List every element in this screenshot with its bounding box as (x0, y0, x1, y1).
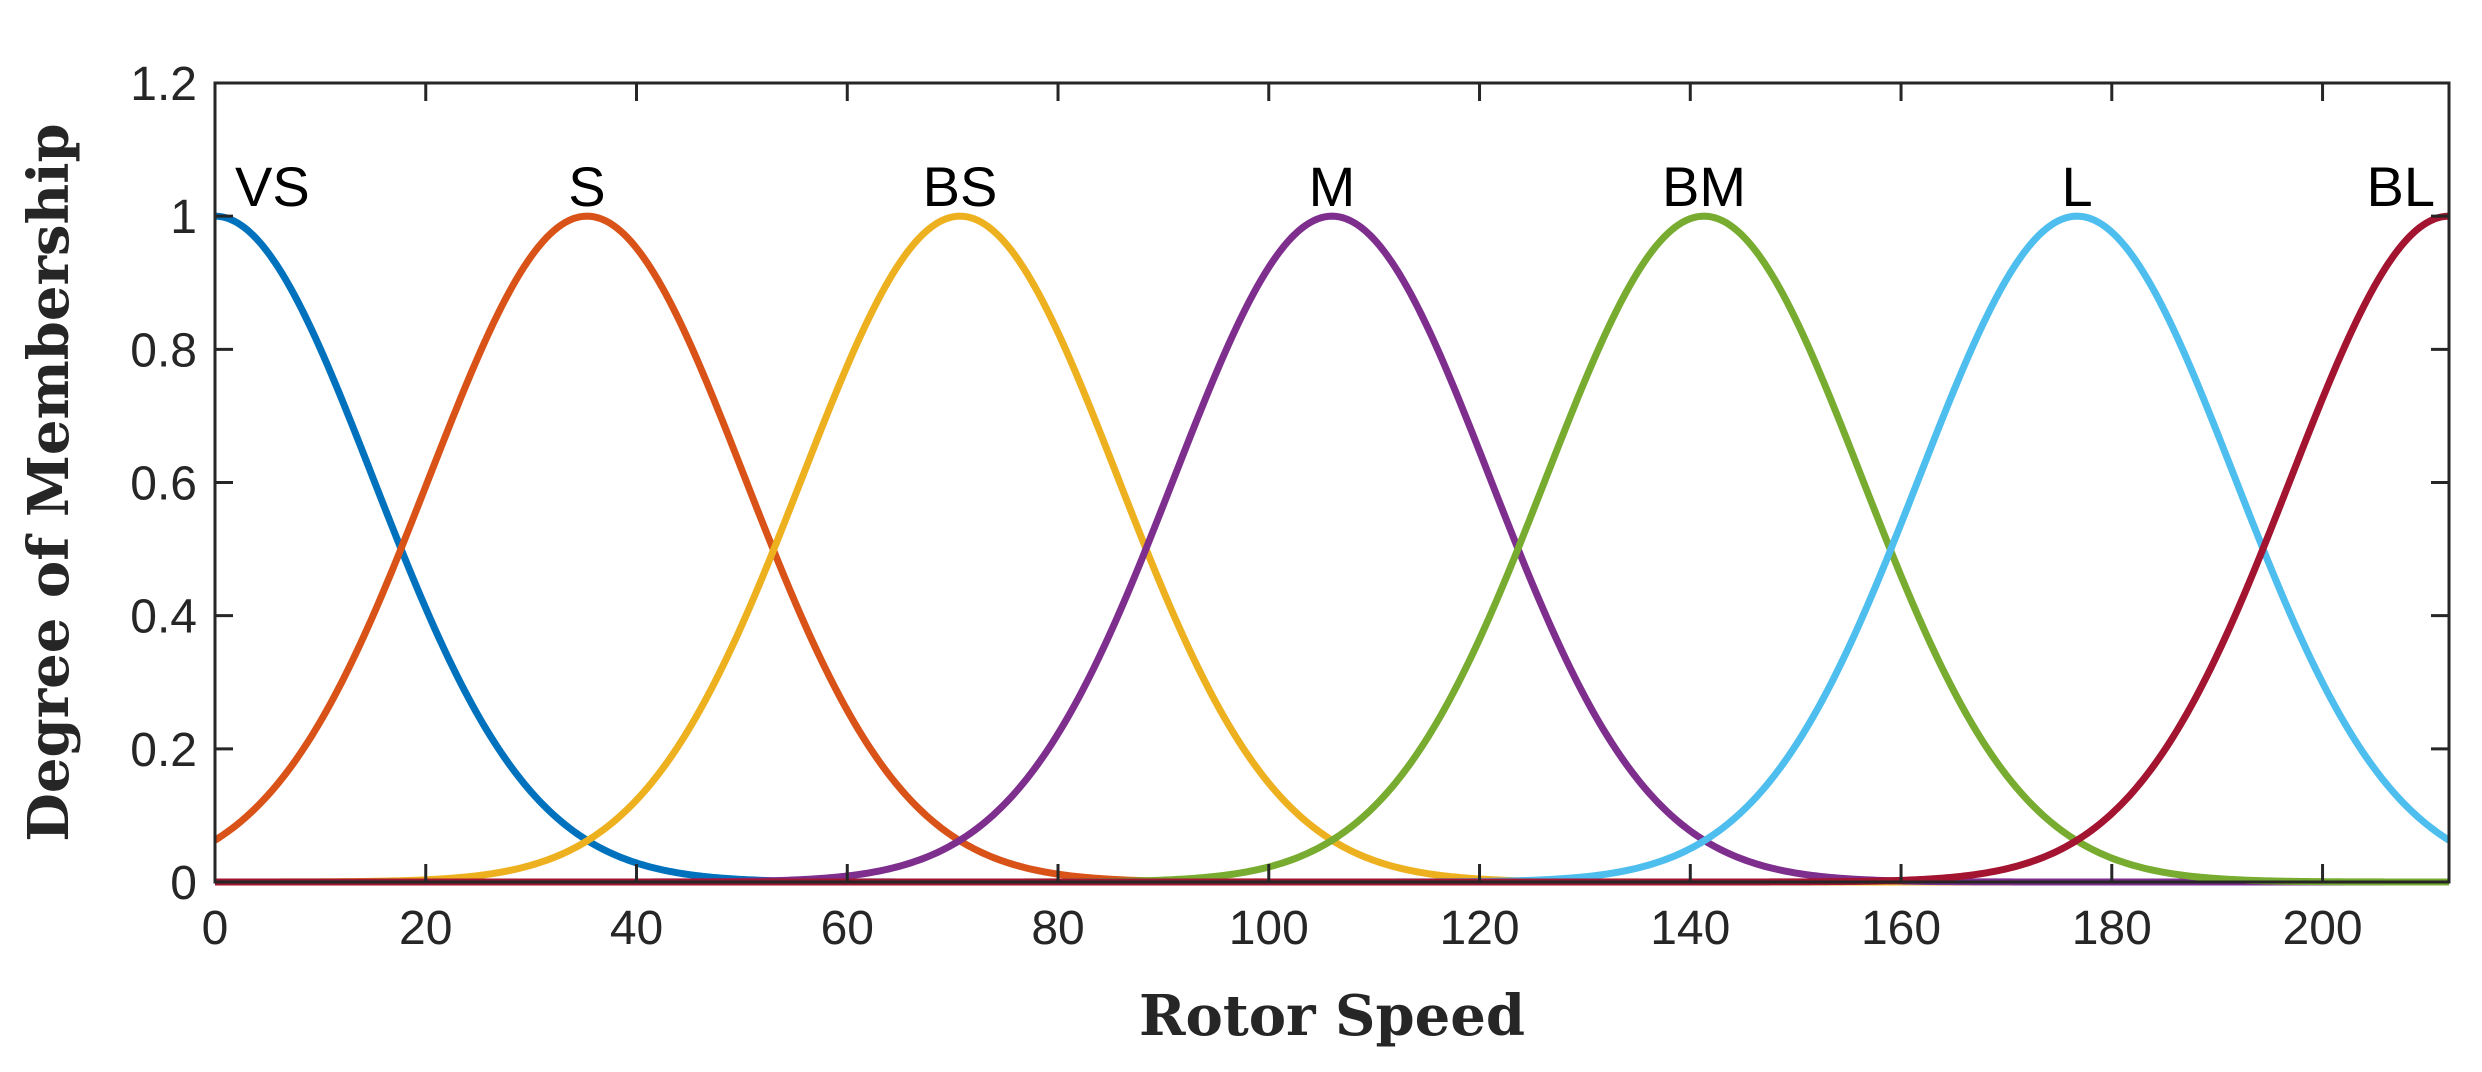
y-axis: 0 0.2 0.4 0.6 0.8 1 1.2 (130, 58, 2449, 910)
y-tick-label: 0 (170, 857, 197, 910)
x-axis: 0 20 40 60 80 100 120 140 160 180 200 (202, 83, 2363, 955)
series-line-l (215, 212, 2451, 886)
series-label-bl: BL (2367, 155, 2436, 218)
x-tick-label: 60 (821, 902, 874, 955)
x-tick-label: 120 (1439, 902, 1519, 955)
y-tick-label: 0.8 (130, 324, 197, 377)
x-tick-label: 0 (202, 902, 229, 955)
series-label-bm: BM (1662, 155, 1746, 218)
x-tick-label: 20 (399, 902, 452, 955)
series-label-bs: BS (923, 155, 998, 218)
series-line-vs (214, 212, 2449, 886)
y-tick-label: 1.2 (130, 58, 197, 111)
x-tick-label: 200 (2283, 902, 2363, 955)
membership-curves (213, 212, 2451, 886)
series-line-bl (215, 212, 2450, 886)
series-label-l: L (2061, 155, 2092, 218)
x-axis-title: Rotor Speed (1139, 983, 1525, 1049)
x-tick-label: 160 (1861, 902, 1941, 955)
series-label-vs: VS (235, 155, 310, 218)
y-tick-label: 0.4 (130, 591, 197, 644)
y-tick-label: 0.2 (130, 724, 197, 777)
x-tick-label: 100 (1229, 902, 1309, 955)
x-tick-label: 40 (610, 902, 663, 955)
y-tick-label: 1 (170, 191, 197, 244)
x-tick-label: 180 (2072, 902, 2152, 955)
x-tick-label: 80 (1031, 902, 1084, 955)
x-tick-label: 140 (1650, 902, 1730, 955)
series-line-s (213, 212, 2449, 886)
y-axis-title: Degree of Membership (16, 123, 82, 841)
series-line-bm (215, 212, 2449, 886)
series-label-m: M (1309, 155, 1356, 218)
series-line-m (215, 212, 2449, 886)
series-line-bs (215, 212, 2449, 886)
series-label-s: S (568, 155, 605, 218)
membership-labels: VS S BS M BM L BL (235, 155, 2435, 218)
y-tick-label: 0.6 (130, 458, 197, 511)
